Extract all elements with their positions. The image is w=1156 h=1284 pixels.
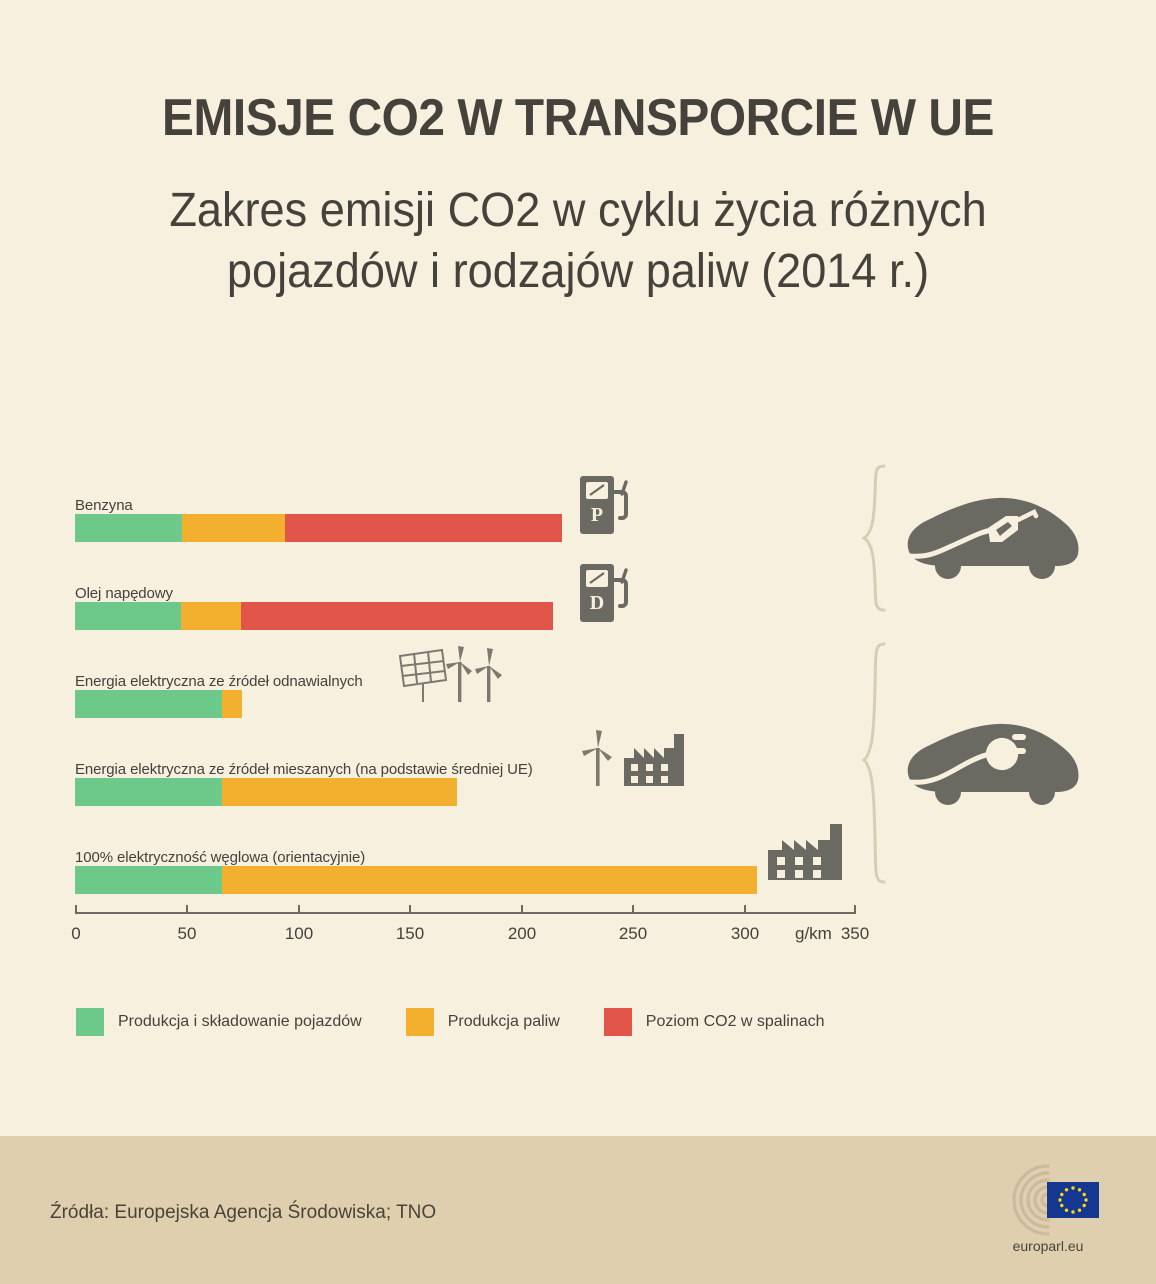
bar-row: Energia elektryczna ze źródeł mieszanych… (75, 742, 856, 806)
bar-segment-vehicle-production (75, 514, 182, 542)
bar-label-coal: 100% elektryczność węglowa (orientacyjni… (75, 849, 366, 866)
page-title: EMISJE CO2 W TRANSPORCIE W UE (162, 89, 994, 147)
axis-unit-label: g/km (795, 924, 832, 943)
bar-segment-fuel-production (182, 514, 285, 542)
bar-segment-tailpipe-co2 (285, 514, 562, 542)
bar-row: Benzyna (75, 478, 856, 542)
legend-label: Poziom CO2 w spalinach (645, 1013, 825, 1030)
bar-segment-vehicle-production (75, 866, 222, 894)
bar-segment-vehicle-production (75, 690, 222, 718)
bar-label-diesel: Olej napędowy (75, 585, 173, 602)
axis-tick-label: 250 (618, 924, 648, 943)
axis-tick-label: 300 (730, 924, 760, 943)
legend-swatch-icon (76, 1008, 104, 1036)
stacked-bar-diesel (75, 602, 553, 630)
page-subtitle-line-1: Zakres emisji CO2 w cyklu życia różnych (169, 184, 987, 237)
legend-label: Produkcja paliw (447, 1013, 560, 1030)
bar-row: 100% elektryczność węglowa (orientacyjni… (75, 830, 856, 894)
page-subtitle-line-2: pojazdów i rodzajów paliw (2014 r.) (226, 245, 930, 299)
stacked-bar-coal (75, 866, 757, 894)
bar-label-benzyna: Benzyna (75, 497, 133, 514)
car-electric-plug-icon (900, 712, 1086, 812)
x-axis: 0 50 100 150 200 250 300 350 (71, 905, 869, 962)
bar-segment-fuel-production (222, 778, 457, 806)
chart: Benzyna P Olej napędowy (0, 440, 1156, 960)
axis-tick (298, 905, 300, 914)
bar-row: Energia elektryczna ze źródeł odnawialny… (75, 654, 856, 718)
logo-url-label: europarl.eu (1012, 1238, 1084, 1254)
european-parliament-logo-icon (1012, 1164, 1099, 1236)
group-brace-electric (862, 642, 888, 884)
legend-item-fuel-production: Produkcja paliw (405, 1008, 560, 1036)
bar-segment-fuel-production (181, 602, 241, 630)
axis-tick (409, 905, 411, 914)
legend-item-tailpipe-co2: Poziom CO2 w spalinach (603, 1008, 825, 1036)
svg-text:P: P (591, 504, 603, 526)
fuel-pump-diesel-icon: D (578, 558, 632, 628)
wind-factory-icon (576, 728, 688, 788)
axis-tick-label: 100 (284, 924, 314, 943)
bar-segment-tailpipe-co2 (241, 602, 553, 630)
axis-tick (632, 905, 634, 914)
legend-item-vehicle-production: Produkcja i składowanie pojazdów (76, 1008, 362, 1036)
bar-label-renewable: Energia elektryczna ze źródeł odnawialny… (75, 673, 363, 690)
bar-segment-fuel-production (222, 690, 242, 718)
stacked-bar-renewable (75, 690, 242, 718)
europarl-logo[interactable]: europarl.eu (988, 1158, 1108, 1254)
bar-segment-fuel-production (222, 866, 757, 894)
fuel-pump-petrol-icon: P (578, 470, 632, 540)
legend-label: Produkcja i składowanie pojazdów (118, 1013, 362, 1030)
source-note: Źródła: Europejska Agencja Środowiska; T… (50, 1202, 437, 1223)
legend-swatch-icon (603, 1008, 632, 1036)
legend-swatch-icon (405, 1008, 434, 1036)
solar-wind-icon (396, 644, 511, 704)
page-subtitle: Zakres emisji CO2 w cyklu życia różnych … (35, 180, 1122, 303)
bar-label-mixed: Energia elektryczna ze źródeł mieszanych… (75, 761, 533, 778)
axis-tick-label: 150 (395, 924, 425, 943)
axis-tick (75, 905, 77, 914)
axis-tick-label: 0 (71, 924, 81, 943)
svg-text:D: D (590, 592, 604, 614)
axis-tick (521, 905, 523, 914)
bar-segment-vehicle-production (75, 778, 222, 806)
car-fuel-nozzle-icon (900, 486, 1086, 586)
axis-tick (186, 905, 188, 914)
group-brace-combustion (862, 464, 888, 612)
bar-segment-vehicle-production (75, 602, 181, 630)
axis-line (75, 912, 856, 914)
axis-tick-label: 50 (177, 924, 197, 943)
stacked-bar-mixed (75, 778, 457, 806)
legend: Produkcja i składowanie pojazdów Produkc… (76, 1008, 869, 1036)
factory-icon (766, 822, 846, 882)
axis-tick-label: 200 (507, 924, 537, 943)
bar-row: Olej napędowy (75, 566, 856, 630)
footer: Źródła: Europejska Agencja Środowiska; T… (0, 1136, 1156, 1284)
axis-tick (854, 905, 856, 914)
stacked-bar-benzyna (75, 514, 562, 542)
axis-tick-label: 350 (840, 924, 870, 943)
title-block: EMISJE CO2 W TRANSPORCIE W UE Zakres emi… (0, 0, 1156, 303)
axis-tick (744, 905, 746, 914)
